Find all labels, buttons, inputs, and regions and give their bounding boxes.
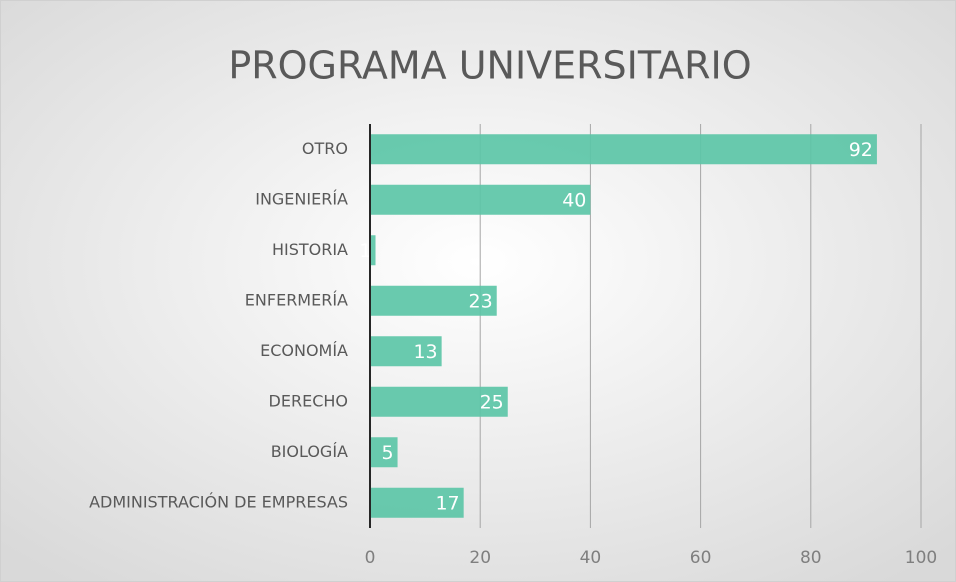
data-label: 13 [413, 341, 437, 363]
y-tick-label: ADMINISTRACIÓN DE EMPRESAS [89, 492, 348, 511]
x-tick-label: 100 [905, 548, 937, 568]
y-tick-label: BIOLOGÍA [271, 442, 348, 461]
bar [370, 235, 376, 266]
data-label: 92 [849, 139, 873, 161]
y-tick-label: ECONOMÍA [260, 341, 348, 360]
bar [370, 184, 591, 215]
bar [370, 134, 877, 165]
data-label: 23 [469, 290, 493, 312]
data-label: 17 [435, 492, 459, 514]
x-tick-label: 0 [365, 548, 376, 568]
x-tick-label: 20 [469, 548, 491, 568]
x-tick-label: 80 [800, 548, 822, 568]
y-tick-label: ENFERMERÍA [245, 290, 348, 309]
y-tick-label: OTRO [302, 139, 348, 158]
bar [370, 487, 464, 518]
data-label: 1 [359, 240, 371, 262]
y-tick-label: DERECHO [269, 391, 348, 410]
data-label: 5 [381, 442, 393, 464]
data-label: 40 [562, 189, 586, 211]
bar [370, 386, 508, 417]
bar [370, 285, 497, 316]
x-tick-label: 40 [580, 548, 602, 568]
x-tick-label: 60 [690, 548, 712, 568]
bar [370, 336, 442, 367]
data-label: 25 [480, 391, 504, 413]
y-tick-label: HISTORIA [272, 240, 348, 259]
chart-title: PROGRAMA UNIVERSITARIO [228, 44, 751, 88]
y-tick-label: INGENIERÍA [255, 189, 348, 208]
bar [370, 437, 398, 468]
